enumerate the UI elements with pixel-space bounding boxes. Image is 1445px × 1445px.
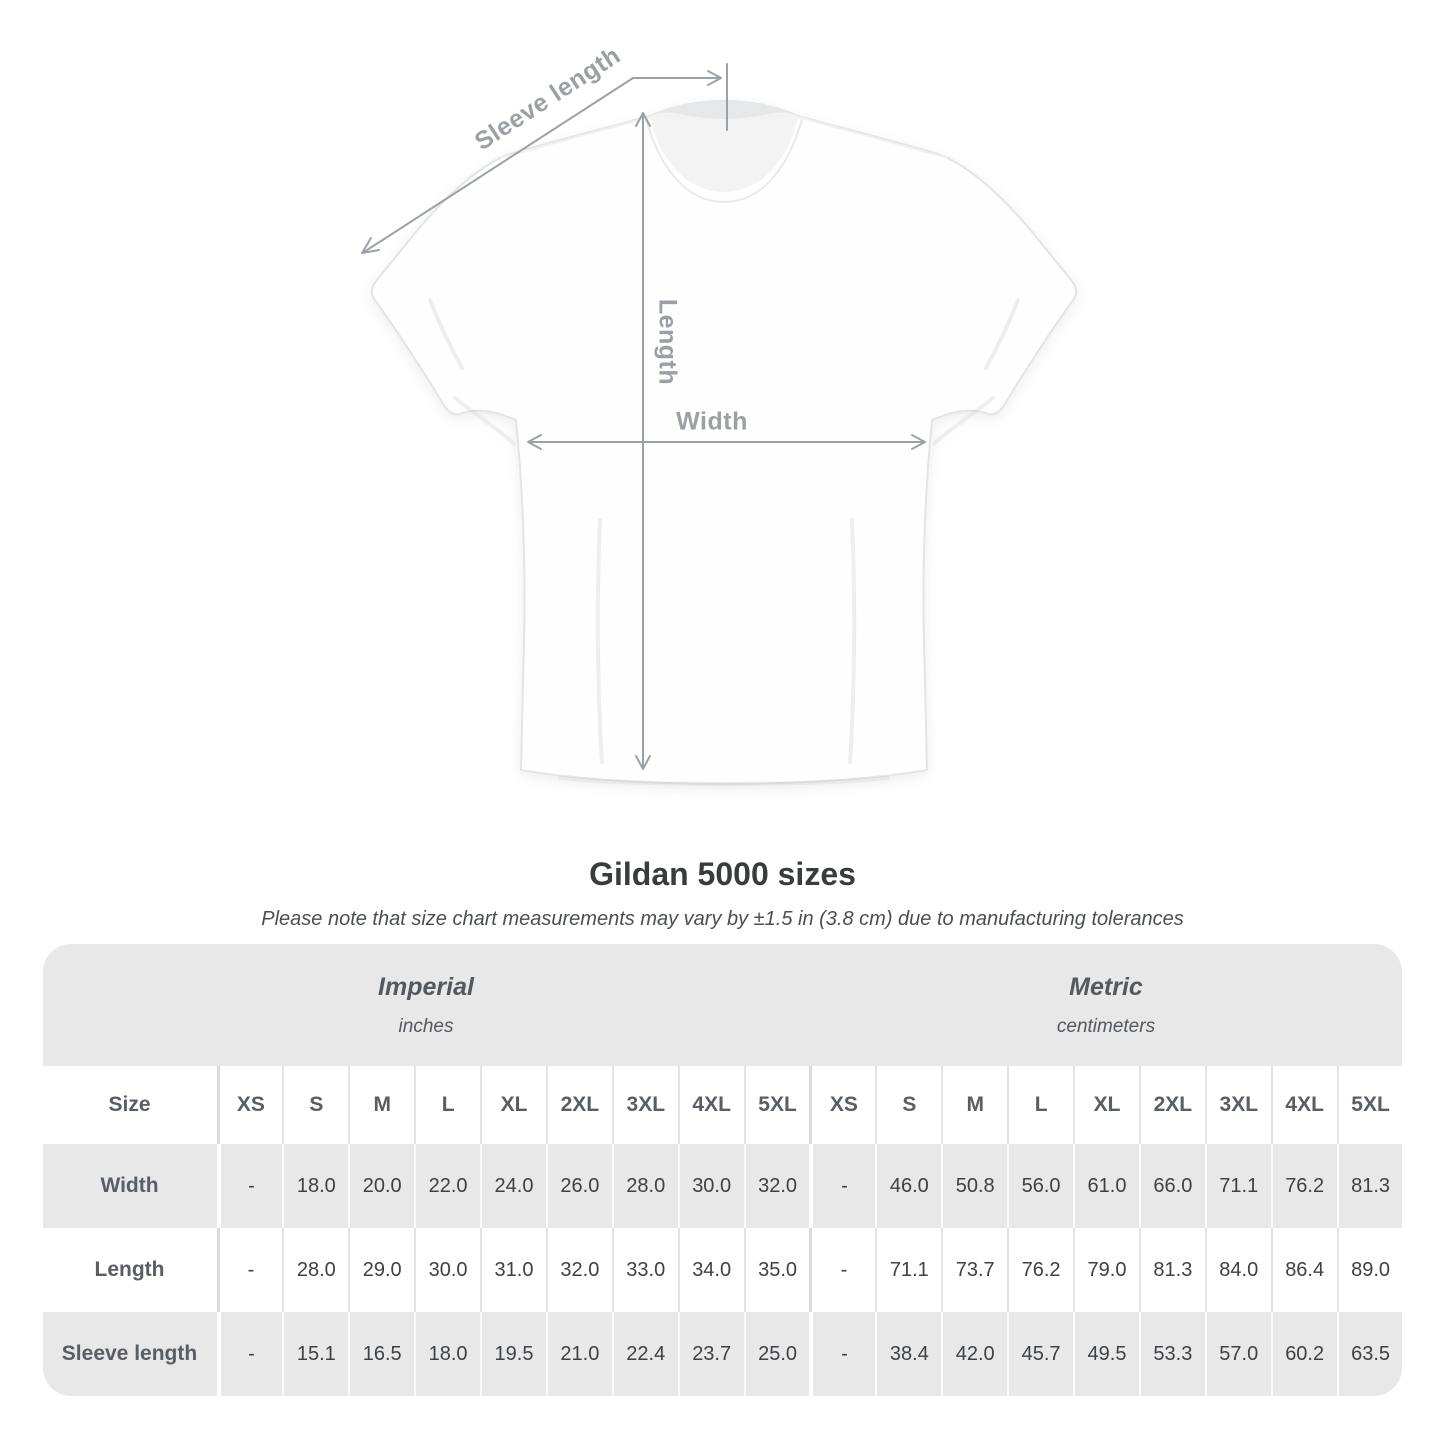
length-imperial-3xl: 33.0	[611, 1228, 678, 1312]
sleeve-imperial-s: 15.1	[282, 1312, 349, 1396]
sleeve-metric-l: 45.7	[1007, 1312, 1074, 1396]
width-imperial-3xl: 28.0	[611, 1144, 678, 1228]
length-metric-s: 71.1	[875, 1228, 942, 1312]
size-header-metric-5xl: 5XL	[1336, 1066, 1403, 1144]
size-header-metric-l: L	[1007, 1066, 1074, 1144]
size-header-metric-3xl: 3XL	[1204, 1066, 1271, 1144]
width-metric-s: 46.0	[875, 1144, 942, 1228]
width-metric-2xl: 66.0	[1138, 1144, 1205, 1228]
length-imperial-s: 28.0	[282, 1228, 349, 1312]
length-metric-xl: 79.0	[1073, 1228, 1139, 1312]
row-label-width: Width	[42, 1144, 217, 1228]
length-metric-l: 76.2	[1007, 1228, 1074, 1312]
width-metric-5xl: 81.3	[1336, 1144, 1403, 1228]
width-imperial-5xl: 32.0	[743, 1144, 810, 1228]
metric-unit: centimeters	[1056, 1015, 1156, 1037]
width-imperial-s: 18.0	[282, 1144, 349, 1228]
size-column-header: Size	[42, 1066, 217, 1144]
length-imperial-5xl: 35.0	[743, 1228, 810, 1312]
sleeve-metric-xs: -	[809, 1312, 876, 1396]
width-metric-4xl: 76.2	[1270, 1144, 1337, 1228]
length-metric-m: 73.7	[941, 1228, 1008, 1312]
fabric-wrinkles	[428, 298, 1020, 786]
width-metric-l: 56.0	[1007, 1144, 1074, 1228]
width-imperial-xs: -	[216, 1144, 283, 1228]
length-imperial-l: 30.0	[414, 1228, 481, 1312]
sleeve-metric-m: 42.0	[941, 1312, 1008, 1396]
sleeve-metric-xl: 49.5	[1073, 1312, 1139, 1396]
collar-back-shadow	[650, 101, 798, 119]
row-label-sleeve-length: Sleeve length	[42, 1312, 217, 1396]
width-imperial-4xl: 30.0	[677, 1144, 744, 1228]
width-imperial-l: 22.0	[414, 1144, 481, 1228]
length-imperial-2xl: 32.0	[545, 1228, 612, 1312]
size-header-imperial-s: S	[282, 1066, 349, 1144]
sleeve-length-arrow	[361, 70, 722, 254]
length-imperial-xs: -	[216, 1228, 283, 1312]
collar-seam	[645, 118, 803, 204]
sleeve-imperial-l: 18.0	[414, 1312, 481, 1396]
size-header-metric-2xl: 2XL	[1138, 1066, 1205, 1144]
sleeve-imperial-5xl: 25.0	[743, 1312, 810, 1396]
length-label: Length	[653, 298, 682, 386]
length-imperial-4xl: 34.0	[677, 1228, 744, 1312]
width-arrow	[527, 434, 926, 450]
metric-title: Metric	[1069, 972, 1143, 1001]
sleeve-metric-3xl: 57.0	[1204, 1312, 1271, 1396]
sleeve-metric-2xl: 53.3	[1138, 1312, 1205, 1396]
sleeve-metric-5xl: 63.5	[1336, 1312, 1403, 1396]
size-header-metric-xs: XS	[809, 1066, 876, 1144]
size-header-metric-s: S	[875, 1066, 942, 1144]
imperial-unit: inches	[398, 1015, 454, 1037]
size-header-imperial-xl: XL	[480, 1066, 546, 1144]
length-metric-3xl: 84.0	[1204, 1228, 1271, 1312]
length-metric-xs: -	[809, 1228, 876, 1312]
width-label: Width	[676, 407, 748, 436]
row-label-length: Length	[42, 1228, 217, 1312]
length-imperial-m: 29.0	[348, 1228, 415, 1312]
width-metric-xs: -	[809, 1144, 876, 1228]
sleeve-imperial-4xl: 23.7	[677, 1312, 744, 1396]
neck-opening	[650, 101, 798, 192]
sleeve-metric-s: 38.4	[875, 1312, 942, 1396]
sleeve-metric-4xl: 60.2	[1270, 1312, 1337, 1396]
width-metric-xl: 61.0	[1073, 1144, 1139, 1228]
sleeve-imperial-3xl: 22.4	[611, 1312, 678, 1396]
sleeve-imperial-xs: -	[216, 1312, 283, 1396]
width-metric-m: 50.8	[941, 1144, 1008, 1228]
tshirt-diagram-canvas	[361, 63, 1078, 786]
sleeve-imperial-xl: 19.5	[480, 1312, 546, 1396]
size-header-metric-4xl: 4XL	[1270, 1066, 1337, 1144]
tshirt-measurement-figure: Sleeve length Length Width	[361, 41, 1078, 786]
sleeve-imperial-m: 16.5	[348, 1312, 415, 1396]
length-metric-5xl: 89.0	[1336, 1228, 1403, 1312]
size-header-metric-m: M	[941, 1066, 1008, 1144]
metric-section-header: Metric centimeters	[809, 944, 1403, 1066]
sleeve-imperial-2xl: 21.0	[545, 1312, 612, 1396]
width-imperial-m: 20.0	[348, 1144, 415, 1228]
size-table: Imperial inches Metric centimeters Size …	[42, 944, 1403, 1396]
size-header-imperial-l: L	[414, 1066, 481, 1144]
length-metric-2xl: 81.3	[1138, 1228, 1205, 1312]
length-metric-4xl: 86.4	[1270, 1228, 1337, 1312]
size-header-imperial-4xl: 4XL	[677, 1066, 744, 1144]
page-title: Gildan 5000 sizes	[589, 856, 856, 892]
length-imperial-xl: 31.0	[480, 1228, 546, 1312]
tolerance-note: Please note that size chart measurements…	[261, 908, 1184, 930]
imperial-section-header: Imperial inches	[42, 944, 810, 1066]
imperial-title: Imperial	[378, 972, 474, 1001]
width-imperial-xl: 24.0	[480, 1144, 546, 1228]
size-header-metric-xl: XL	[1073, 1066, 1139, 1144]
size-header-imperial-m: M	[348, 1066, 415, 1144]
width-imperial-2xl: 26.0	[545, 1144, 612, 1228]
width-metric-3xl: 71.1	[1204, 1144, 1271, 1228]
size-header-imperial-2xl: 2XL	[545, 1066, 612, 1144]
size-header-imperial-xs: XS	[216, 1066, 283, 1144]
size-header-imperial-3xl: 3XL	[611, 1066, 678, 1144]
size-header-imperial-5xl: 5XL	[743, 1066, 810, 1144]
